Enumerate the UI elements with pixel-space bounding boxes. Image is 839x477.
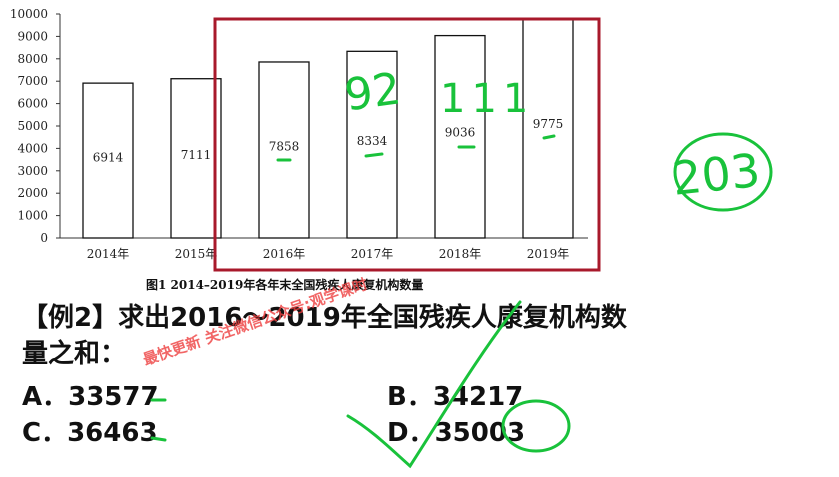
bar	[82, 82, 134, 239]
x-tick-label: 2015年	[175, 247, 218, 261]
option-a[interactable]: A．33577	[22, 382, 159, 412]
bar	[346, 50, 398, 239]
y-tick-label: 2000	[17, 186, 48, 200]
y-tick-label: 0	[40, 231, 48, 245]
bar	[170, 78, 222, 239]
y-tick-label: 5000	[17, 119, 48, 133]
bar-value-label: 8334	[357, 134, 388, 148]
bar-value-label: 6914	[93, 150, 124, 164]
bar-value-label: 7111	[181, 148, 212, 162]
y-tick-label: 8000	[17, 52, 48, 66]
chart-caption: 图1 2014–2019年各年末全国残疾人康复机构数量	[146, 278, 424, 292]
question-text: 【例2】求出2016～2019年全国残疾人康复机构数量之和：	[22, 303, 627, 369]
y-tick-label: 4000	[17, 141, 48, 155]
option-c[interactable]: C．36463	[22, 418, 158, 448]
bar-value-label: 9775	[533, 117, 564, 131]
x-axis-labels: 2014年 2015年 2016年 2017年 2018年 2019年	[87, 247, 570, 261]
x-tick-label: 2018年	[439, 247, 482, 261]
bar	[522, 18, 574, 239]
bar-chart: 0 1000 2000 3000 4000 5000 6000 7000 8000 9000 100…	[10, 7, 601, 272]
y-tick-label: 6000	[17, 97, 48, 111]
bar	[434, 34, 486, 239]
option-d[interactable]: D．35003	[387, 418, 526, 448]
y-tick-label: 10000	[10, 7, 48, 21]
x-tick-label: 2016年	[263, 247, 306, 261]
bar-value-label: 9036	[445, 126, 476, 140]
x-tick-label: 2017年	[351, 247, 394, 261]
x-tick-label: 2014年	[87, 247, 130, 261]
highlight-box	[213, 17, 601, 272]
bar	[258, 61, 310, 239]
x-tick-label: 2019年	[527, 247, 570, 261]
y-tick-label: 9000	[17, 29, 48, 43]
option-b[interactable]: B．34217	[387, 382, 524, 412]
y-axis: 0 1000 2000 3000 4000 5000 6000 7000 8000 9000 100…	[10, 7, 588, 245]
y-tick-label: 3000	[17, 164, 48, 178]
y-tick-label: 7000	[17, 74, 48, 88]
y-tick-label: 1000	[17, 209, 48, 223]
bars: 6914 7111 7858 8334 9036 9775	[82, 18, 574, 239]
bar-value-label: 7858	[269, 139, 300, 153]
